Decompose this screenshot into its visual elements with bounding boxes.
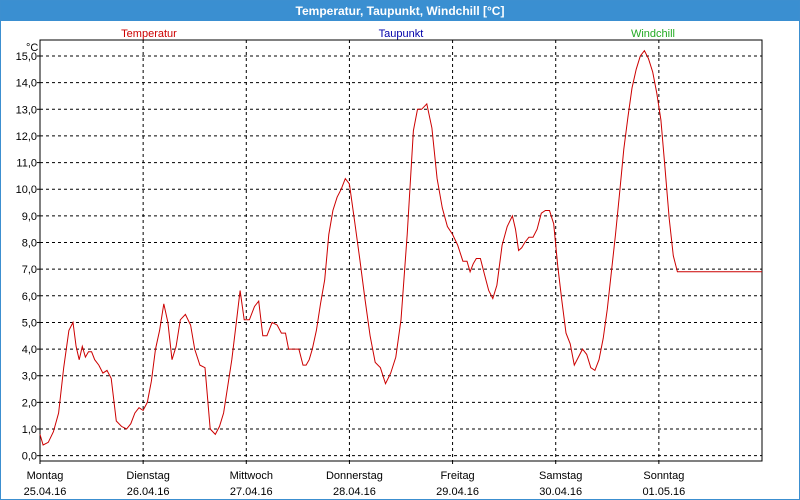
x-tick-label-day: Dienstag (126, 470, 169, 482)
series-lines (39, 49, 762, 446)
x-tick-label-date: 28.04.16 (333, 486, 376, 498)
y-tick-label: 2,0 (22, 397, 37, 409)
y-tick-label: 5,0 (22, 317, 37, 329)
x-tick-label-date: 27.04.16 (230, 486, 273, 498)
y-tick-label: 8,0 (22, 238, 37, 250)
x-tick-label-date: 29.04.16 (436, 486, 479, 498)
y-axis-unit-label: °C (26, 42, 38, 54)
x-tick-label-day: Sonntag (643, 470, 684, 482)
y-tick-label: 3,0 (22, 371, 37, 383)
y-tick-label: 11,0 (16, 158, 37, 170)
y-tick-label: 4,0 (22, 344, 37, 356)
y-tick-label: 14,0 (16, 78, 37, 90)
x-tick-label-day: Freitag (440, 470, 474, 482)
y-tick-label: 6,0 (22, 291, 37, 303)
x-tick-label-date: 30.04.16 (539, 486, 582, 498)
legend-taupunkt: Taupunkt (379, 28, 424, 40)
grid (40, 40, 762, 461)
y-tick-label: 12,0 (16, 131, 37, 143)
y-tick-label: 13,0 (16, 104, 37, 116)
plot-area (39, 39, 763, 462)
y-tick-label: 15,0 (16, 51, 37, 63)
x-tick-label-day: Mittwoch (230, 470, 273, 482)
y-tick-label: 9,0 (22, 211, 37, 223)
window-title: Temperatur, Taupunkt, Windchill [°C] (1, 1, 799, 21)
x-tick-label-date: 26.04.16 (127, 486, 170, 498)
y-tick-label: 1,0 (22, 424, 37, 436)
y-axis-ticks: 0,0 1,0 2,0 3,0 4,0 5,0 6,0 7,0 8,0 9,0 10,0 11,0 12… (16, 51, 40, 463)
y-tick-label: 0,0 (22, 451, 37, 463)
series-line-temperatur (39, 49, 762, 446)
x-tick-label-date: 25.04.16 (24, 486, 67, 498)
x-tick-label-day: Montag (27, 470, 64, 482)
y-tick-label: 10,0 (16, 184, 37, 196)
x-tick-label-day: Samstag (539, 470, 582, 482)
legend-temperatur: Temperatur (121, 28, 177, 40)
legend-windchill: Windchill (631, 28, 675, 40)
y-tick-label: 7,0 (22, 264, 37, 276)
x-axis-ticks: Montag 25.04.16 Dienstag 26.04.16 Mittwoch 27… (24, 461, 685, 498)
x-tick-label-day: Donnerstag (326, 470, 383, 482)
x-tick-label-date: 01.05.16 (642, 486, 685, 498)
